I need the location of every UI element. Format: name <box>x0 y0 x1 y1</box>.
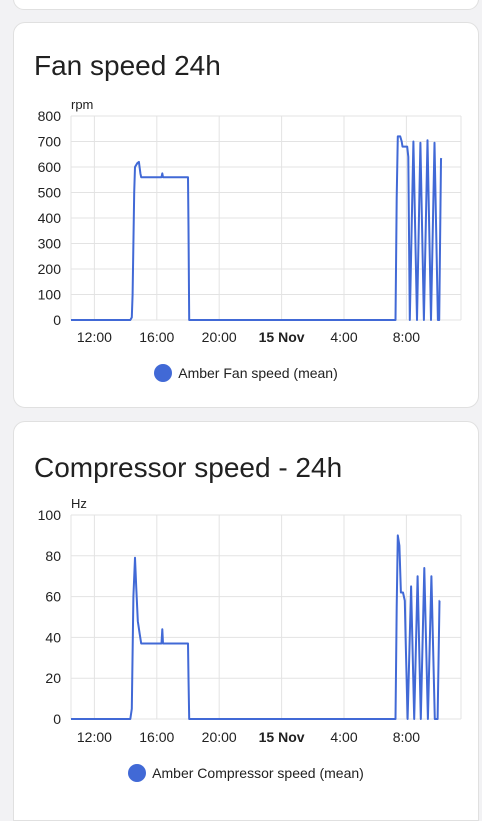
fan-speed-card: Fan speed 24h 0 100 200 300 400 500 600 700 800 1… <box>13 22 479 408</box>
y-tick-label: 60 <box>45 589 61 605</box>
x-tick-label: 16:00 <box>139 729 174 745</box>
y-tick-label: 800 <box>38 108 62 124</box>
x-tick-label: 8:00 <box>393 329 420 345</box>
compressor-speed-card: Compressor speed - 24h 0 20 40 60 80 100 12:00… <box>13 421 479 821</box>
y-tick-label: 40 <box>45 629 61 645</box>
compressor-speed-legend-label: Amber Compressor speed (mean) <box>152 765 364 781</box>
y-tick-label: 100 <box>38 507 62 523</box>
x-tick-label: 20:00 <box>202 729 237 745</box>
y-tick-label: 200 <box>38 261 62 277</box>
series-line[interactable] <box>71 534 441 720</box>
series-line[interactable] <box>71 135 443 321</box>
compressor-speed-title: Compressor speed - 24h <box>34 452 343 483</box>
y-unit-label: Hz <box>71 496 87 511</box>
x-tick-label: 4:00 <box>330 729 357 745</box>
y-tick-label: 300 <box>38 236 62 252</box>
y-tick-label: 100 <box>38 287 62 303</box>
x-tick-label: 12:00 <box>77 729 112 745</box>
fan-speed-title: Fan speed 24h <box>34 50 221 81</box>
fan-speed-legend-dot <box>154 364 173 382</box>
x-tick-label: 16:00 <box>139 329 174 345</box>
fan-speed-legend-label: Amber Fan speed (mean) <box>178 365 338 381</box>
y-tick-label: 700 <box>38 134 62 150</box>
y-tick-label: 20 <box>45 670 61 686</box>
y-unit-label: rpm <box>71 97 93 112</box>
y-tick-label: 500 <box>38 185 62 201</box>
y-tick-label: 0 <box>53 711 61 727</box>
x-tick-label: 12:00 <box>77 329 112 345</box>
x-tick-label: 15 Nov <box>259 329 305 345</box>
x-tick-label: 8:00 <box>393 729 420 745</box>
x-tick-label: 4:00 <box>330 329 357 345</box>
compressor-speed-chart: 0 20 40 60 80 100 12:00 16:00 20:00 15 Nov 4:00 8:0… <box>38 496 462 745</box>
y-tick-label: 400 <box>38 210 62 226</box>
y-tick-label: 0 <box>53 312 61 328</box>
y-tick-label: 600 <box>38 159 62 175</box>
fan-speed-legend[interactable]: Amber Fan speed (mean) <box>14 364 478 382</box>
x-tick-label: 15 Nov <box>259 729 305 745</box>
previous-card <box>13 0 479 10</box>
x-tick-label: 20:00 <box>202 329 237 345</box>
compressor-speed-legend-dot <box>128 764 147 782</box>
compressor-speed-legend[interactable]: Amber Compressor speed (mean) <box>14 764 478 782</box>
y-tick-label: 80 <box>45 548 61 564</box>
fan-speed-chart: 0 100 200 300 400 500 600 700 800 12:00 16:00 20:00… <box>38 97 462 345</box>
